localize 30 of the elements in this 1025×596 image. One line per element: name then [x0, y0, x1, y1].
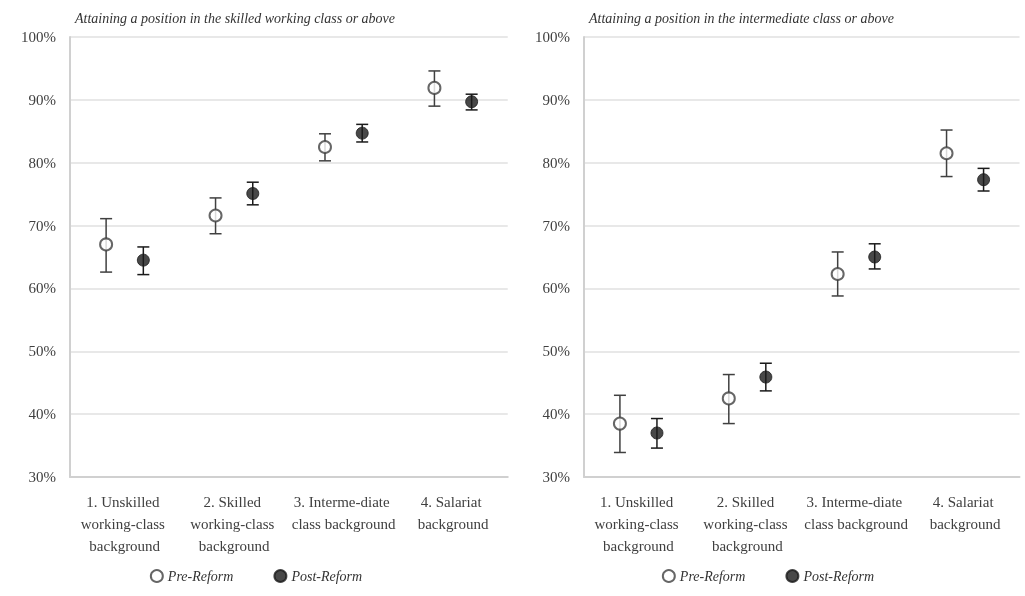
y-tick-label: 90% [542, 91, 570, 108]
chart-subtitle: Attaining a position in the skilled working class or above [74, 10, 396, 26]
y-tick-label: 100% [21, 29, 56, 45]
y-tick-label: 100% [535, 29, 570, 45]
x-tick-label: 2. Skilled working-class background [190, 494, 279, 554]
legend-label: Post-Reform [802, 568, 875, 584]
y-tick-label: 40% [542, 406, 570, 423]
y-tick-label: 60% [542, 280, 570, 297]
y-tick-label: 60% [28, 280, 56, 297]
y-tick-label: 40% [28, 406, 56, 423]
x-tick-label: 4. Salariat background [417, 494, 489, 532]
y-tick-label: 70% [542, 217, 570, 234]
y-tick-label: 70% [28, 217, 56, 234]
y-tick-label: 30% [542, 469, 570, 485]
legend-label: Pre-Reform [678, 568, 746, 584]
y-tick-label: 50% [542, 343, 570, 360]
y-tick-label: 80% [542, 154, 570, 171]
chart-subtitle: Attaining a position in the intermediate class or above [588, 10, 894, 26]
x-tick-label: 3. Interme-diate class background [291, 494, 396, 532]
x-tick-label: 3. Interme-diate class background [804, 494, 909, 532]
x-tick-label: 1. Unskilled working-class background [80, 494, 169, 554]
y-tick-label: 50% [28, 343, 56, 360]
x-tick-label: 1. Unskilled working-class background [594, 494, 683, 554]
x-tick-label: 2. Skilled working-class background [703, 494, 792, 554]
legend-label: Post-Reform [290, 568, 363, 584]
x-tick-label: 4. Salariat background [929, 494, 1001, 532]
y-tick-label: 80% [28, 154, 56, 171]
y-tick-label: 30% [28, 469, 56, 485]
legend-label: Pre-Reform [166, 568, 234, 584]
y-tick-label: 90% [28, 91, 56, 108]
